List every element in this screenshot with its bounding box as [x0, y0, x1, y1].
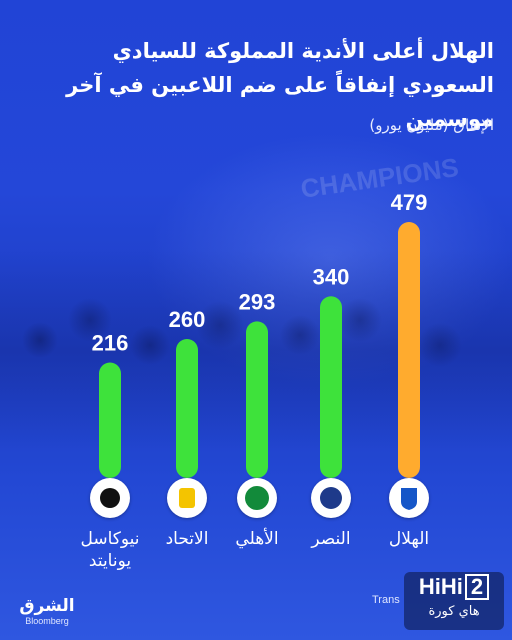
value-label-4: 340 — [313, 264, 350, 289]
category-label-1: نيوكاسل يونايتد — [80, 529, 140, 571]
chart-unit-label: الإنفاق (مليون يورو) — [369, 116, 494, 134]
watermark-main-text: HiHi — [418, 574, 463, 599]
watermark-sub: هاي كورة — [428, 604, 480, 619]
bar-4 — [320, 296, 342, 478]
ahli-crest-icon-shape — [245, 486, 269, 510]
value-label-5: 479 — [391, 190, 428, 215]
bar-1 — [99, 362, 121, 478]
bar-2 — [176, 339, 198, 478]
value-label-2: 260 — [169, 307, 206, 332]
bar-5 — [398, 222, 420, 478]
hihi2-watermark: HiHi 2 هاي كورة — [404, 572, 504, 630]
ittihad-crest-icon-shape — [179, 488, 195, 508]
source-text: Trans — [372, 594, 400, 606]
category-label-2: الاتحاد — [165, 529, 209, 549]
chart-title: الهلال أعلى الأندية المملوكة للسيادي الس… — [66, 39, 494, 131]
ahli-crest-icon — [237, 478, 277, 518]
value-label-3: 293 — [239, 289, 276, 314]
watermark-digit: 2 — [464, 574, 490, 600]
newcastle-crest-icon-shape — [100, 488, 120, 508]
brand-sub-text: Bloomberg — [25, 616, 69, 626]
asharq-bloomberg-logo: الشرق Bloomberg — [10, 596, 84, 636]
category-label-3: الأهلي — [235, 529, 279, 549]
hilal-crest-icon — [389, 478, 429, 518]
category-label-5: الهلال — [388, 529, 430, 549]
bar-3 — [246, 321, 268, 478]
value-label-1: 216 — [92, 331, 129, 356]
nassr-crest-icon-shape — [320, 487, 342, 509]
category-label-4: النصر — [311, 529, 351, 549]
newcastle-crest-icon — [90, 478, 130, 518]
nassr-crest-icon — [311, 478, 351, 518]
ittihad-crest-icon — [167, 478, 207, 518]
hilal-crest-icon-shape — [401, 488, 417, 510]
brand-main-text: الشرق — [19, 596, 75, 616]
watermark-main: HiHi 2 — [408, 574, 500, 600]
